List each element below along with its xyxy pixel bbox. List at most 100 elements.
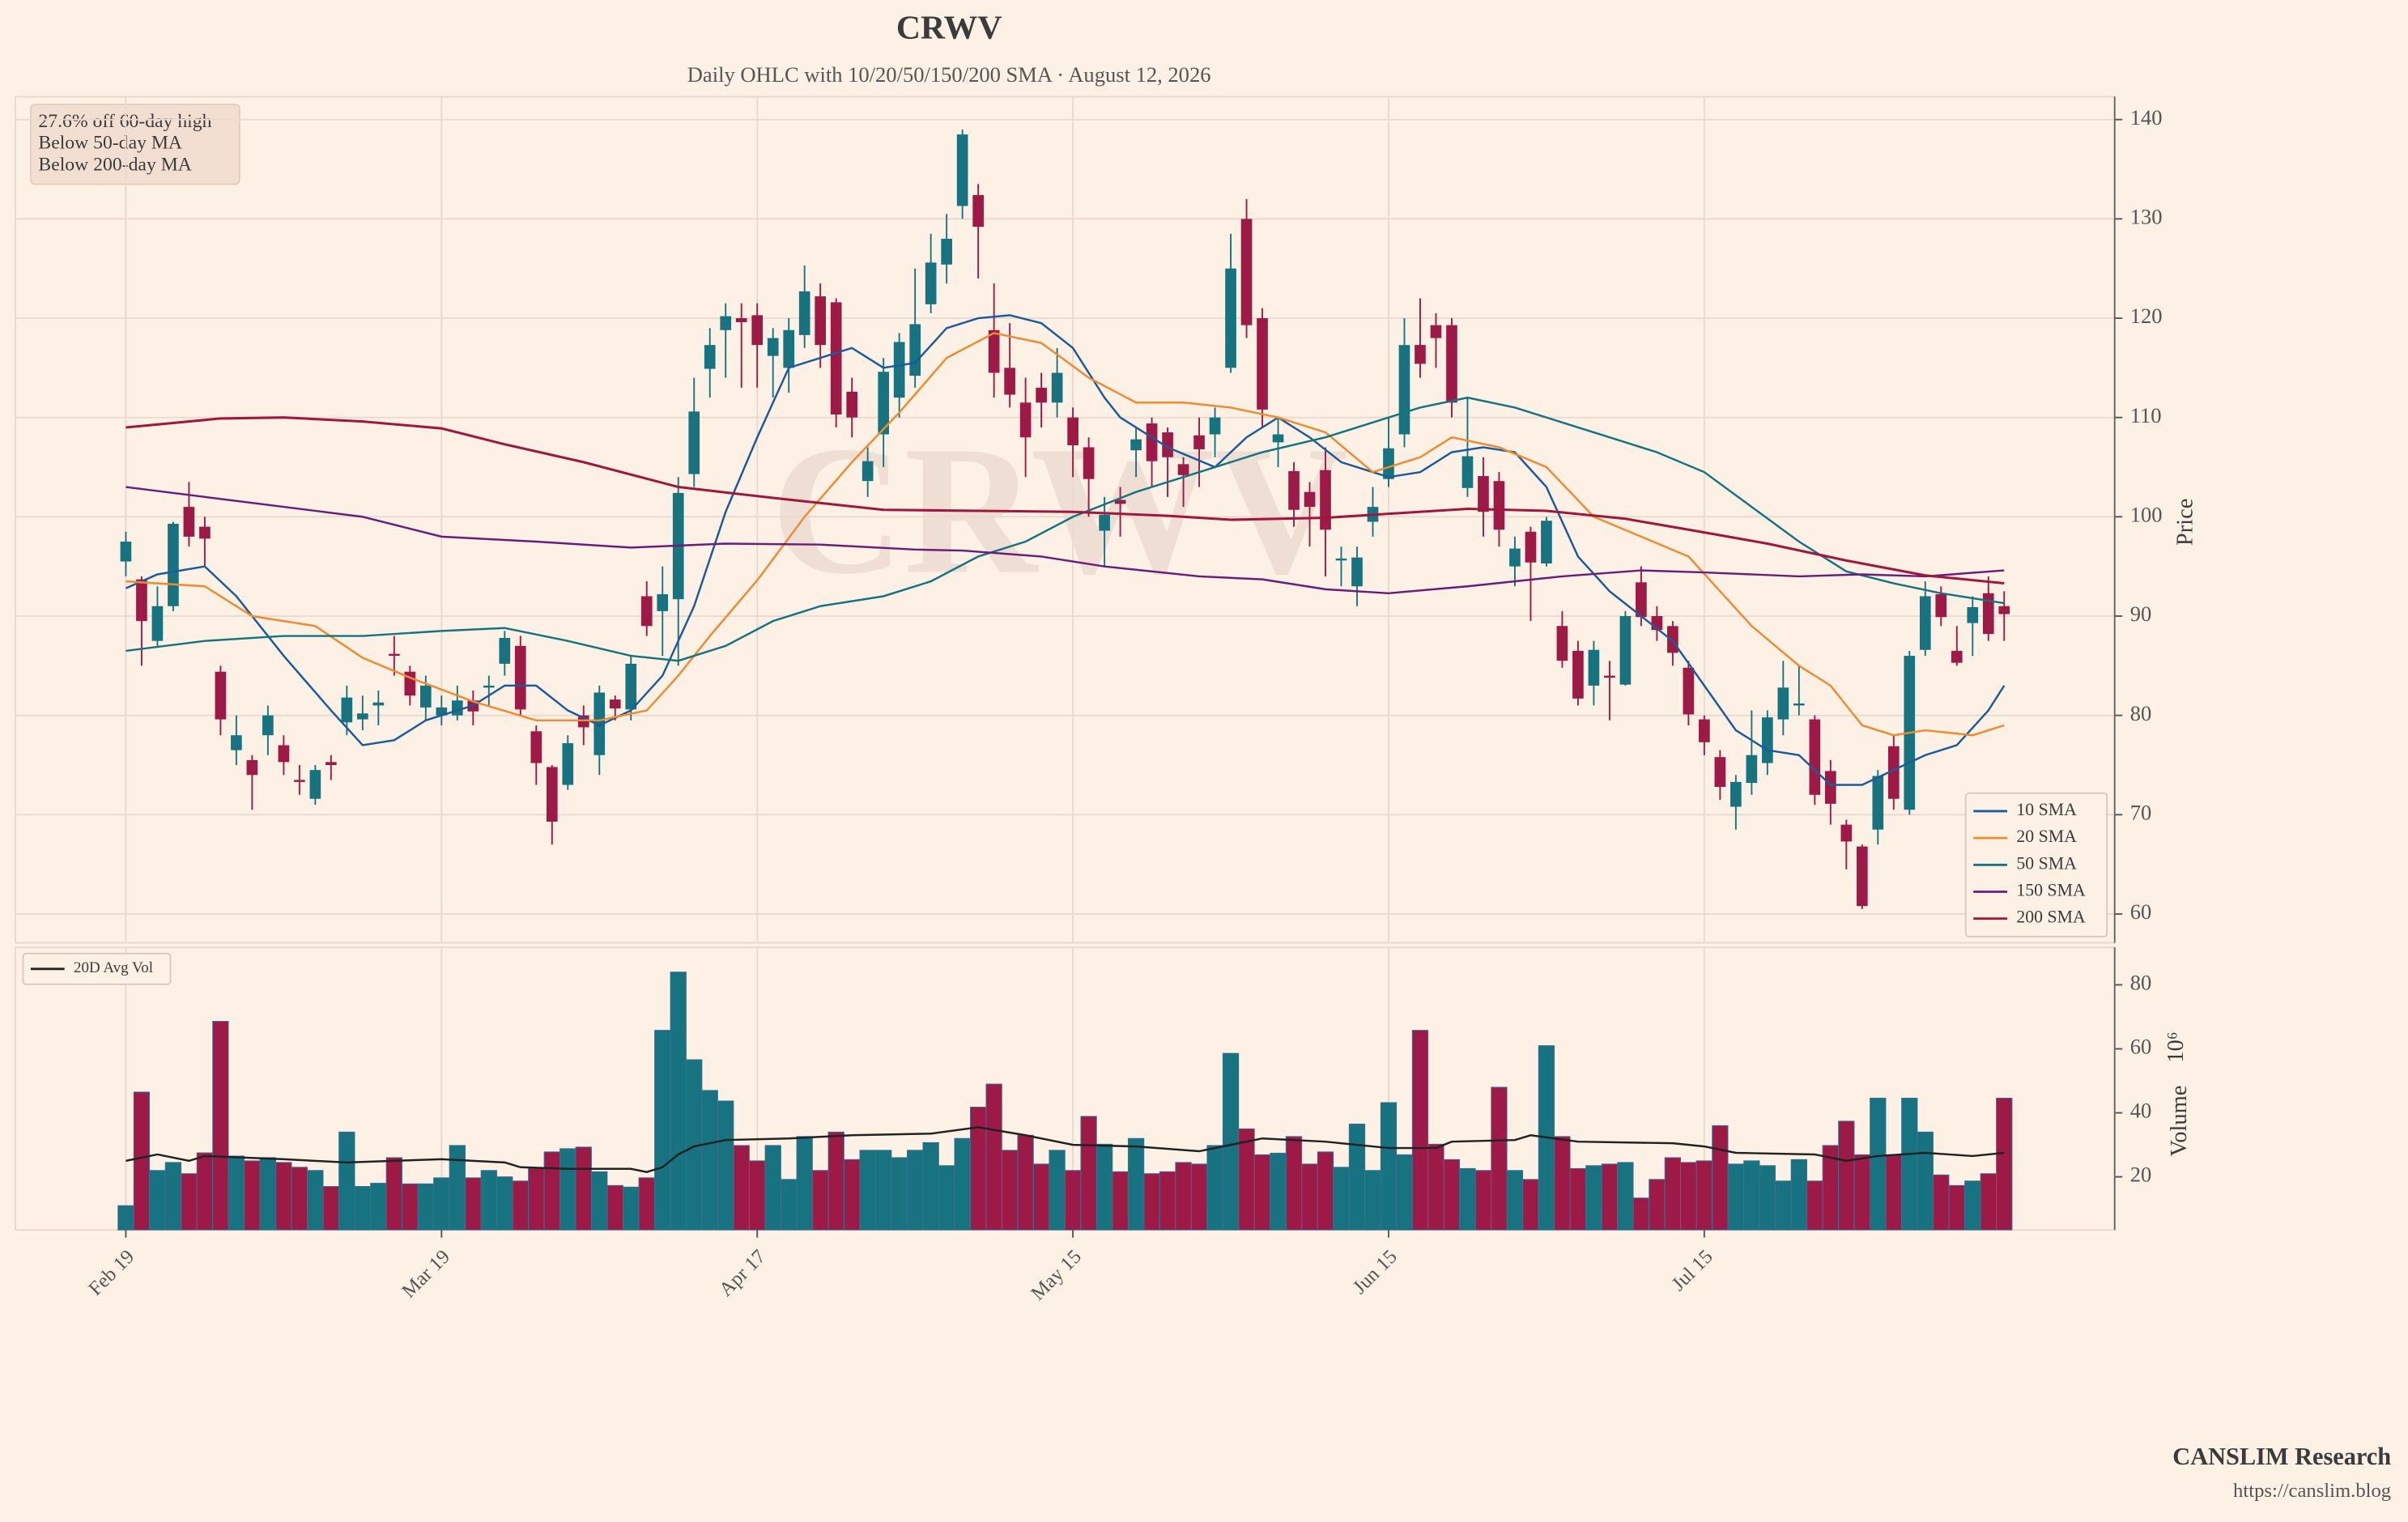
volume-bar <box>591 1171 608 1231</box>
candle-body <box>1777 687 1789 720</box>
candle-body <box>956 134 968 206</box>
volume-bar <box>1980 1173 1997 1231</box>
candle-body <box>625 663 637 710</box>
candle-body <box>1067 417 1078 446</box>
candle-body <box>1019 402 1032 438</box>
volume-bar <box>1917 1131 1934 1231</box>
candle-body <box>657 594 669 611</box>
volume-bar <box>1569 1167 1587 1231</box>
volume-bar <box>1127 1137 1145 1231</box>
volume-bar <box>149 1170 166 1231</box>
candle-body <box>1051 372 1063 403</box>
volume-bar <box>1396 1154 1413 1231</box>
volume-bar <box>528 1167 545 1231</box>
volume-bar <box>543 1151 560 1231</box>
volume-bar <box>1933 1174 1950 1231</box>
candle-body <box>1383 448 1394 479</box>
candle-body <box>609 699 621 709</box>
candle-body <box>783 329 795 368</box>
volume-bar <box>1585 1165 1602 1231</box>
candle-body <box>846 391 858 418</box>
candle-body <box>1430 325 1442 338</box>
volume-bar <box>1491 1086 1508 1231</box>
volume-bar <box>1049 1150 1066 1231</box>
volume-bar <box>1964 1180 1981 1231</box>
footer-url: https://canslim.blog <box>2233 1480 2391 1502</box>
candle-body <box>798 291 810 335</box>
candle-body <box>1762 717 1773 763</box>
volume-bar <box>1143 1173 1160 1231</box>
candle-body <box>246 759 258 776</box>
volume-bar <box>969 1107 987 1231</box>
annotation-box <box>29 104 240 185</box>
volume-bar <box>938 1165 955 1231</box>
candle-body <box>909 324 921 376</box>
volume-bar <box>244 1160 261 1231</box>
candle-body <box>1809 719 1821 795</box>
volume-bar <box>1238 1128 1255 1231</box>
volume-bar <box>670 971 687 1231</box>
candle-body <box>1636 582 1647 618</box>
volume-bar <box>606 1184 623 1231</box>
candle-body <box>1840 824 1853 842</box>
y-tick-label: 90 <box>2130 602 2152 626</box>
volume-bar <box>1727 1163 1745 1231</box>
volume-bar <box>1285 1136 1303 1231</box>
volume-bar <box>1190 1163 1208 1231</box>
volume-bar <box>1032 1163 1050 1231</box>
volume-bar <box>1348 1123 1366 1231</box>
volume-bar <box>1301 1163 1318 1231</box>
candle-body <box>1177 464 1189 475</box>
volume-bar <box>764 1145 781 1231</box>
candle-body <box>325 762 337 766</box>
volume-bar <box>1443 1159 1461 1231</box>
y-tick-label: 110 <box>2130 403 2162 427</box>
volume-bar <box>1617 1162 1634 1231</box>
candle-body <box>1335 558 1347 561</box>
volume-bar <box>1870 1097 1887 1231</box>
candle-body <box>1240 219 1253 325</box>
sma-line <box>126 332 2005 737</box>
y-tick-label: 80 <box>2130 971 2152 995</box>
volume-bar <box>1427 1143 1444 1231</box>
volume-bar <box>796 1136 813 1231</box>
volume-bar <box>181 1173 198 1231</box>
legend-box <box>22 952 172 985</box>
volume-bar <box>1664 1157 1682 1231</box>
volume-bar <box>954 1137 971 1231</box>
legend-label: 200 SMA <box>2016 908 2086 927</box>
volume-bar <box>559 1148 576 1231</box>
candle-body <box>1619 616 1632 685</box>
y-tick-label: 60 <box>2130 899 2152 924</box>
volume-bar <box>1790 1159 1807 1231</box>
legend-label: 20 SMA <box>2016 827 2077 846</box>
sma-line <box>126 396 2005 662</box>
legend: 20D Avg Vol <box>22 952 172 985</box>
sma-line <box>126 1126 2005 1173</box>
candle-body <box>262 715 274 736</box>
volume-bar <box>1270 1152 1287 1231</box>
candle-body <box>941 238 952 265</box>
volume-bar <box>812 1170 829 1231</box>
volume-bar <box>1680 1162 1697 1231</box>
volume-bar <box>1080 1116 1097 1231</box>
candle-body <box>499 637 511 664</box>
candle-body <box>988 329 1000 373</box>
volume-bar <box>1806 1180 1823 1231</box>
volume-bar <box>827 1131 845 1231</box>
volume-bar <box>259 1157 277 1231</box>
legend-box <box>1964 792 2108 937</box>
volume-bar <box>638 1177 655 1231</box>
y-axis-label: Volume <box>2167 1086 2192 1157</box>
candle-body <box>593 692 606 755</box>
sma-line <box>126 486 2005 595</box>
volume-bar <box>1885 1154 1902 1231</box>
candle-body <box>1478 476 1489 512</box>
legend-label: 50 SMA <box>2016 853 2077 873</box>
volume-bar <box>1317 1151 1334 1231</box>
candle-body <box>1099 514 1110 531</box>
legend: 10 SMA 20 SMA 50 SMA 150 SMA 200 SMA <box>1964 792 2108 937</box>
y-tick-label: 80 <box>2130 701 2152 725</box>
